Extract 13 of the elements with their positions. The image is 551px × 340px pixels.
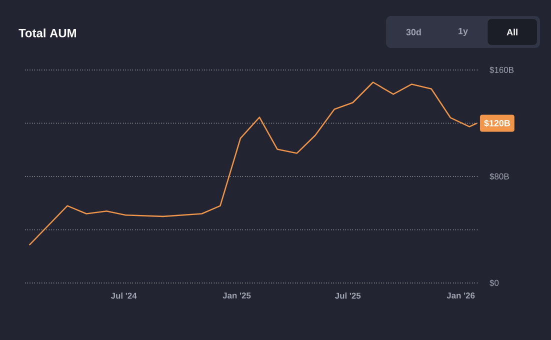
y-tick-label: $0 [490, 280, 499, 286]
y-tick-label: $80B [490, 173, 509, 180]
x-tick-label: Jan '25 [222, 292, 251, 299]
text: All [506, 28, 518, 36]
line-series [28, 82, 478, 246]
text: 1y [458, 28, 468, 36]
y-tick-label: $160B [490, 66, 514, 74]
x-tick-label: Jan '26 [446, 292, 475, 299]
x-tick-label: Jul '25 [334, 292, 361, 299]
x-tick-label: Jul '24 [110, 292, 137, 299]
annotation: $120B [484, 120, 510, 127]
text: 30d [406, 28, 421, 36]
chart-title: Total AUM [18, 28, 76, 38]
